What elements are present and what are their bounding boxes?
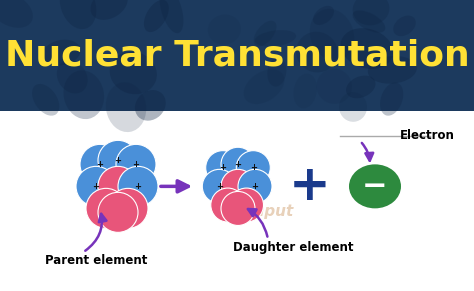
Circle shape [221, 147, 255, 181]
Ellipse shape [43, 40, 81, 65]
Ellipse shape [0, 0, 33, 28]
Circle shape [229, 188, 264, 222]
Circle shape [116, 144, 156, 184]
Text: +: + [252, 182, 258, 191]
Circle shape [221, 191, 255, 226]
Ellipse shape [353, 10, 385, 33]
Ellipse shape [317, 69, 352, 104]
Text: +: + [135, 182, 142, 191]
Ellipse shape [32, 84, 59, 116]
Ellipse shape [254, 21, 276, 47]
Ellipse shape [244, 69, 284, 104]
Text: +: + [219, 163, 226, 172]
Ellipse shape [310, 9, 354, 60]
Text: +: + [97, 160, 103, 169]
Ellipse shape [349, 164, 401, 208]
Text: +: + [92, 182, 100, 191]
Circle shape [221, 169, 255, 203]
Circle shape [86, 188, 126, 228]
Ellipse shape [293, 74, 317, 108]
Circle shape [206, 151, 240, 185]
Circle shape [211, 188, 245, 222]
Ellipse shape [296, 32, 337, 72]
Ellipse shape [110, 52, 157, 94]
Ellipse shape [346, 76, 375, 98]
Ellipse shape [60, 0, 96, 29]
Text: Eduinput: Eduinput [216, 204, 293, 219]
Ellipse shape [368, 56, 417, 84]
Circle shape [76, 166, 116, 206]
Text: Nuclear Transmutation: Nuclear Transmutation [5, 38, 470, 72]
Circle shape [80, 144, 120, 184]
Text: −: − [362, 172, 388, 201]
Ellipse shape [208, 15, 241, 45]
Bar [0, 111, 474, 291]
Text: +: + [115, 156, 121, 165]
Ellipse shape [106, 82, 146, 132]
Ellipse shape [393, 16, 416, 36]
Ellipse shape [313, 6, 334, 25]
Circle shape [98, 140, 138, 180]
Ellipse shape [339, 92, 367, 122]
Ellipse shape [64, 70, 104, 119]
Circle shape [118, 166, 158, 206]
Text: +: + [235, 160, 241, 169]
Ellipse shape [91, 0, 128, 20]
Text: +: + [216, 182, 223, 191]
Ellipse shape [267, 57, 286, 86]
Ellipse shape [380, 83, 403, 116]
Text: Electron: Electron [400, 129, 455, 142]
Text: +: + [250, 163, 257, 172]
Ellipse shape [144, 0, 169, 32]
Circle shape [108, 188, 148, 228]
Circle shape [98, 166, 138, 206]
Text: +: + [133, 160, 139, 169]
Ellipse shape [57, 61, 88, 93]
Ellipse shape [340, 28, 393, 69]
Circle shape [98, 192, 138, 232]
Circle shape [202, 169, 237, 203]
Ellipse shape [135, 90, 166, 121]
Text: Daughter element: Daughter element [233, 241, 353, 254]
Ellipse shape [255, 30, 296, 47]
Circle shape [238, 169, 272, 203]
Bar [0, 0, 474, 111]
Ellipse shape [160, 0, 183, 33]
Ellipse shape [353, 0, 389, 25]
Text: Parent element: Parent element [45, 254, 147, 267]
Text: +: + [289, 162, 331, 210]
Circle shape [237, 151, 270, 185]
